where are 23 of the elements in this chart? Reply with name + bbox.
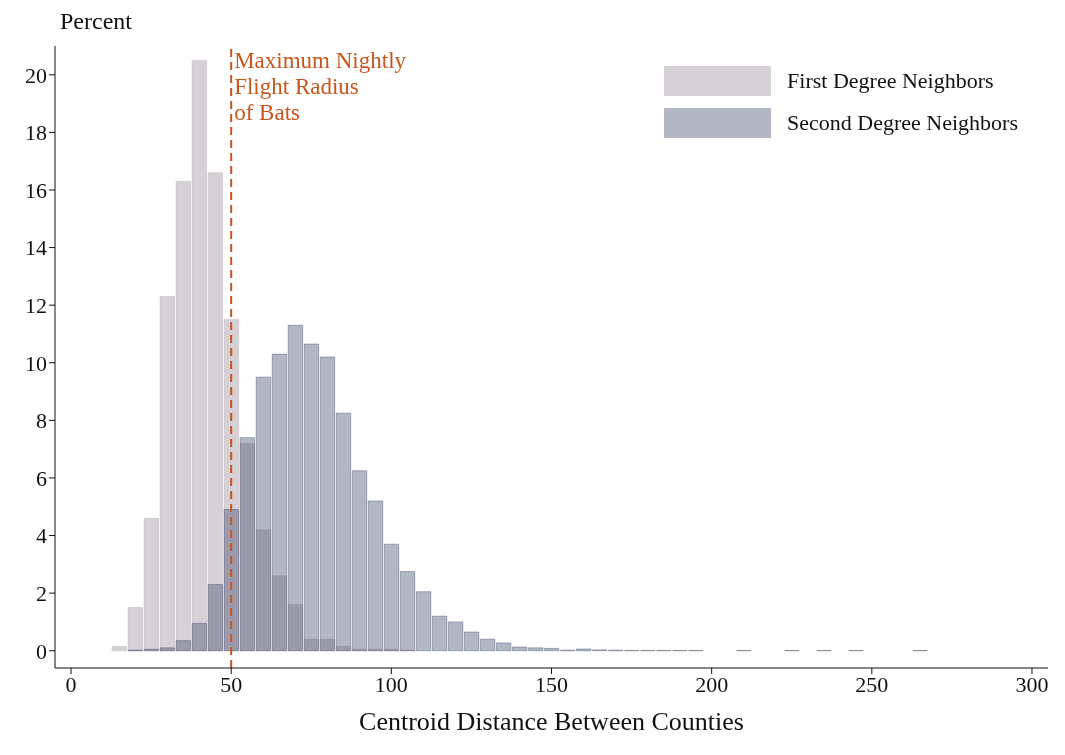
x-tick-label: 150 [535, 671, 568, 697]
legend-label: First Degree Neighbors [787, 68, 994, 94]
x-tick-label: 50 [220, 671, 243, 697]
y-tick-label: 2 [36, 580, 47, 606]
x-axis-title: Centroid Distance Between Counties [359, 707, 744, 736]
legend-label: Second Degree Neighbors [787, 110, 1018, 136]
x-tick-label: 100 [374, 671, 408, 697]
y-tick-label: 12 [25, 292, 47, 318]
y-tick-label: 18 [25, 120, 47, 146]
ref-line-label: Maximum Nightly Flight Radius of Bats [234, 48, 407, 125]
y-tick-label: 0 [36, 638, 47, 664]
y-tick-label: 10 [25, 350, 47, 376]
y-tick-label: 4 [36, 523, 47, 549]
x-tick-label: 250 [855, 671, 889, 697]
y-tick-label: 14 [25, 235, 47, 261]
y-axis-title: Percent [60, 8, 132, 35]
y-tick-label: 6 [36, 465, 47, 491]
y-tick-label: 20 [25, 62, 47, 88]
y-tick-label: 8 [36, 408, 47, 434]
y-tick-label: 16 [25, 177, 47, 203]
x-tick-label: 0 [65, 671, 77, 697]
x-tick-label: 300 [1015, 671, 1049, 697]
x-tick-label: 200 [695, 671, 729, 697]
